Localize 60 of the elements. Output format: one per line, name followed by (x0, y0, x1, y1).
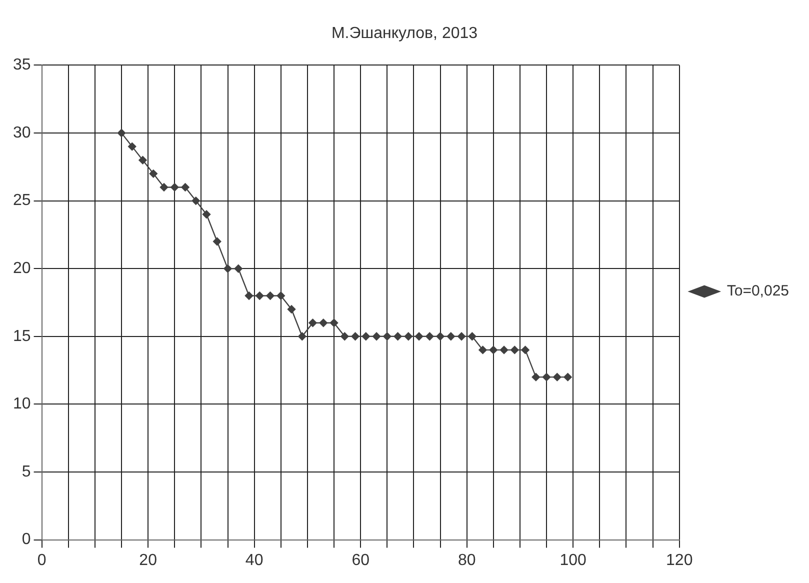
point (224, 264, 232, 273)
point (298, 332, 306, 340)
point (244, 292, 254, 300)
point (532, 372, 540, 382)
point (468, 332, 476, 340)
point (478, 346, 487, 354)
point (564, 372, 572, 382)
y-tick-label: 10 (13, 396, 31, 413)
y-tick-label: 20 (13, 260, 31, 278)
point (266, 292, 274, 300)
point (192, 196, 200, 205)
y-tick-label: 5 (22, 463, 31, 480)
point (330, 318, 338, 327)
point (276, 292, 285, 300)
point (117, 128, 126, 138)
point (372, 332, 381, 340)
y-tick-label: 25 (13, 192, 31, 210)
x-tick-label: 80 (458, 552, 476, 569)
point (234, 264, 242, 273)
point (500, 346, 508, 354)
point (394, 332, 402, 340)
point (489, 346, 498, 354)
point (351, 332, 360, 340)
y-tick-label: 0 (22, 531, 31, 548)
point (510, 346, 519, 354)
point (149, 170, 158, 178)
point (319, 318, 328, 327)
point (436, 332, 444, 340)
point (287, 305, 296, 314)
y-tick-label: 30 (13, 124, 31, 142)
point (128, 142, 136, 151)
point (138, 156, 147, 164)
point (170, 183, 179, 192)
point (308, 318, 317, 327)
x-tick-label: 20 (139, 552, 158, 569)
point (213, 237, 222, 246)
x-tick-label: 0 (37, 552, 46, 569)
point (457, 332, 466, 340)
y-tick-label: 15 (13, 328, 31, 345)
point (362, 332, 370, 340)
x-tick-label: 60 (352, 552, 370, 569)
point (446, 332, 455, 340)
point (256, 292, 264, 300)
x-tick-label: 120 (666, 552, 693, 569)
legend-label: To=0,025 (726, 282, 789, 300)
point (383, 332, 392, 340)
point (426, 332, 434, 340)
chart-title: М.Эшанкулов, 2013 (331, 25, 478, 42)
point (542, 372, 551, 382)
point (202, 210, 211, 218)
point (160, 183, 168, 192)
point (553, 372, 562, 382)
x-tick-label: 100 (560, 552, 587, 569)
x-tick-label: 40 (245, 552, 264, 569)
point (521, 346, 530, 354)
y-tick-label: 35 (13, 56, 31, 74)
point (181, 183, 190, 192)
point (340, 332, 349, 340)
point (404, 332, 412, 340)
point (414, 332, 424, 340)
